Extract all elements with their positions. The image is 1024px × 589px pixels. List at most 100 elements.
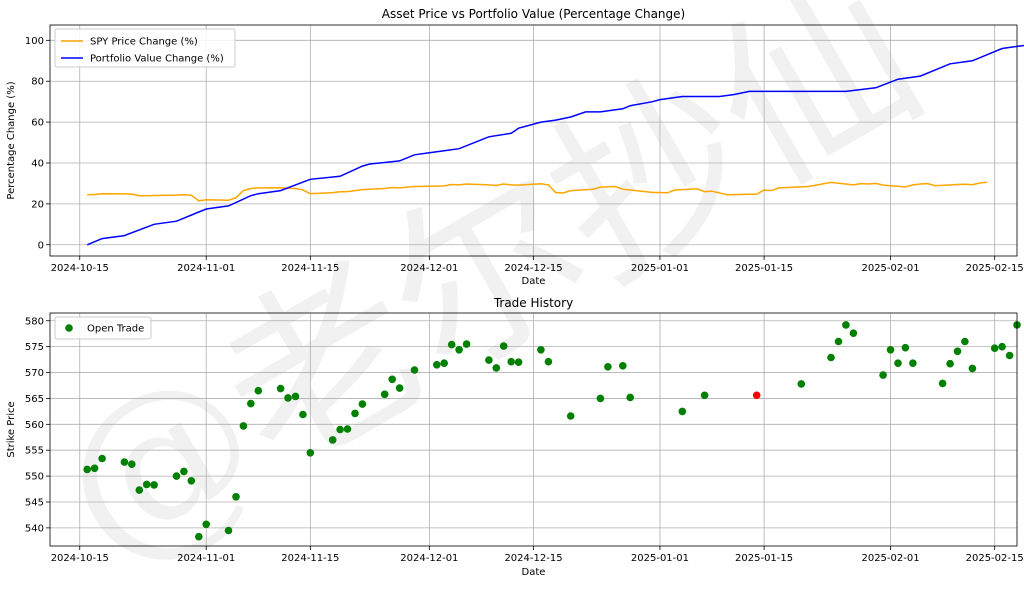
- trade-point: [499, 342, 508, 350]
- trade-point: [142, 480, 151, 489]
- y-tick-label: 0: [38, 240, 44, 251]
- x-tick-label: 2024-11-15: [281, 263, 339, 274]
- trade-point: [306, 449, 315, 457]
- trade-point: [968, 364, 977, 373]
- trade-point: [544, 357, 553, 366]
- legend-label: Open Trade: [87, 324, 144, 335]
- chart2-x-ticks: 2024-10-15 2024-11-01 2024-11-15 2024-12-01…: [51, 546, 1024, 564]
- trade-point: [128, 460, 136, 469]
- y-tick-label: 580: [25, 316, 44, 327]
- trade-point: [180, 467, 188, 476]
- chart1-x-ticks: 2024-10-15 2024-11-01 2024-11-15 2024-12-01…: [51, 256, 1024, 274]
- trade-point: [380, 390, 389, 399]
- legend-label: SPY Price Change (%): [90, 37, 198, 48]
- x-tick-label: 2025-01-15: [735, 263, 793, 274]
- x-tick-label: 2024-12-15: [504, 263, 562, 274]
- trade-point: [98, 454, 106, 463]
- series-line-2: [86, 44, 1024, 246]
- chart2-y-ticks: 540 545 550 555 560 565 570 575 580: [25, 316, 50, 534]
- trade-point: [834, 337, 843, 346]
- x-tick-label: 2024-12-15: [504, 553, 562, 564]
- trade-point: [358, 400, 367, 408]
- trade-point: [797, 380, 806, 388]
- trade-point: [343, 425, 352, 433]
- trade-point: [842, 321, 850, 329]
- watermark-text: @老尔抄仙: [21, 0, 954, 585]
- trade-point: [351, 409, 359, 418]
- legend-swatch: [65, 324, 73, 332]
- trade-point: [172, 472, 181, 480]
- trade-point: [507, 357, 515, 366]
- x-tick-label: 2024-11-01: [177, 263, 235, 274]
- watermark: @老尔抄仙: [21, 0, 954, 589]
- y-tick-label: 100: [25, 36, 44, 47]
- trade-point: [440, 359, 449, 368]
- x-tick-label: 2025-02-15: [966, 263, 1024, 274]
- trade-point: [83, 465, 91, 474]
- y-tick-label: 555: [25, 446, 44, 457]
- trade-point: [447, 340, 456, 349]
- y-tick-label: 545: [25, 497, 44, 508]
- chart2-title: Trade History: [493, 296, 573, 310]
- trade-point: [849, 329, 858, 338]
- chart1-y-label: Percentage Change (%): [6, 81, 17, 199]
- y-tick-label: 40: [31, 158, 44, 169]
- y-tick-label: 550: [25, 472, 44, 483]
- trade-point: [150, 481, 158, 489]
- series-line-1: [87, 181, 988, 202]
- x-tick-label: 2024-11-01: [177, 553, 235, 564]
- chart1-series: [86, 44, 1024, 246]
- trade-point: [953, 347, 962, 356]
- trade-point: [626, 393, 634, 402]
- trade-point: [410, 366, 419, 374]
- trade-point: [886, 346, 895, 354]
- trade-point: [619, 362, 627, 370]
- trade-point: [596, 394, 605, 403]
- trade-point: [485, 356, 493, 364]
- x-tick-label: 2025-01-01: [631, 263, 689, 274]
- trade-point: [455, 346, 463, 354]
- trade-point: [998, 342, 1006, 351]
- trade-point: [336, 425, 344, 434]
- y-tick-label: 570: [25, 368, 44, 379]
- trade-point: [433, 361, 441, 369]
- trade-point: [1005, 351, 1014, 360]
- trade-point: [388, 375, 397, 384]
- trade-point: [700, 391, 709, 400]
- trade-point: [678, 407, 687, 416]
- chart2-y-label: Strike Price: [6, 401, 17, 457]
- legend-box: [54, 316, 152, 340]
- trade-point: [135, 486, 144, 494]
- chart1-x-label: Date: [522, 276, 546, 287]
- x-tick-label: 2024-10-15: [51, 263, 109, 274]
- trade-point: [462, 340, 471, 348]
- chart1-legend: SPY Price Change (%) Portfolio Value Chan…: [54, 28, 236, 68]
- x-tick-label: 2025-01-01: [631, 553, 689, 564]
- y-tick-label: 80: [31, 77, 44, 88]
- y-tick-label: 60: [31, 118, 44, 129]
- x-tick-label: 2025-02-15: [966, 553, 1024, 564]
- chart2-grid: [50, 313, 1017, 546]
- trade-point: [395, 384, 404, 392]
- x-tick-label: 2025-02-01: [861, 553, 919, 564]
- trade-point: [195, 532, 203, 541]
- trade-point: [894, 359, 902, 368]
- x-tick-label: 2025-01-15: [735, 553, 793, 564]
- trade-point: [224, 526, 233, 535]
- trade-point: [990, 344, 999, 353]
- x-tick-label: 2024-12-01: [400, 553, 458, 564]
- chart1-y-ticks: 0 20 40 60 80 100: [25, 36, 50, 251]
- y-tick-label: 560: [25, 420, 44, 431]
- trade-point: [879, 371, 887, 379]
- trade-point: [254, 386, 263, 395]
- trade-point: [901, 343, 910, 352]
- trade-point: [492, 364, 501, 372]
- trade-point: [827, 353, 835, 362]
- trade-point: [202, 520, 210, 529]
- price-vs-portfolio-chart: 2024-10-15 2024-11-01 2024-11-15 2024-12-01…: [6, 7, 1024, 287]
- trade-point: [938, 379, 947, 388]
- trade-point: [299, 410, 307, 419]
- trade-point: [961, 337, 969, 346]
- chart2-legend: Open Trade: [54, 316, 152, 340]
- x-tick-label: 2025-02-01: [861, 263, 919, 274]
